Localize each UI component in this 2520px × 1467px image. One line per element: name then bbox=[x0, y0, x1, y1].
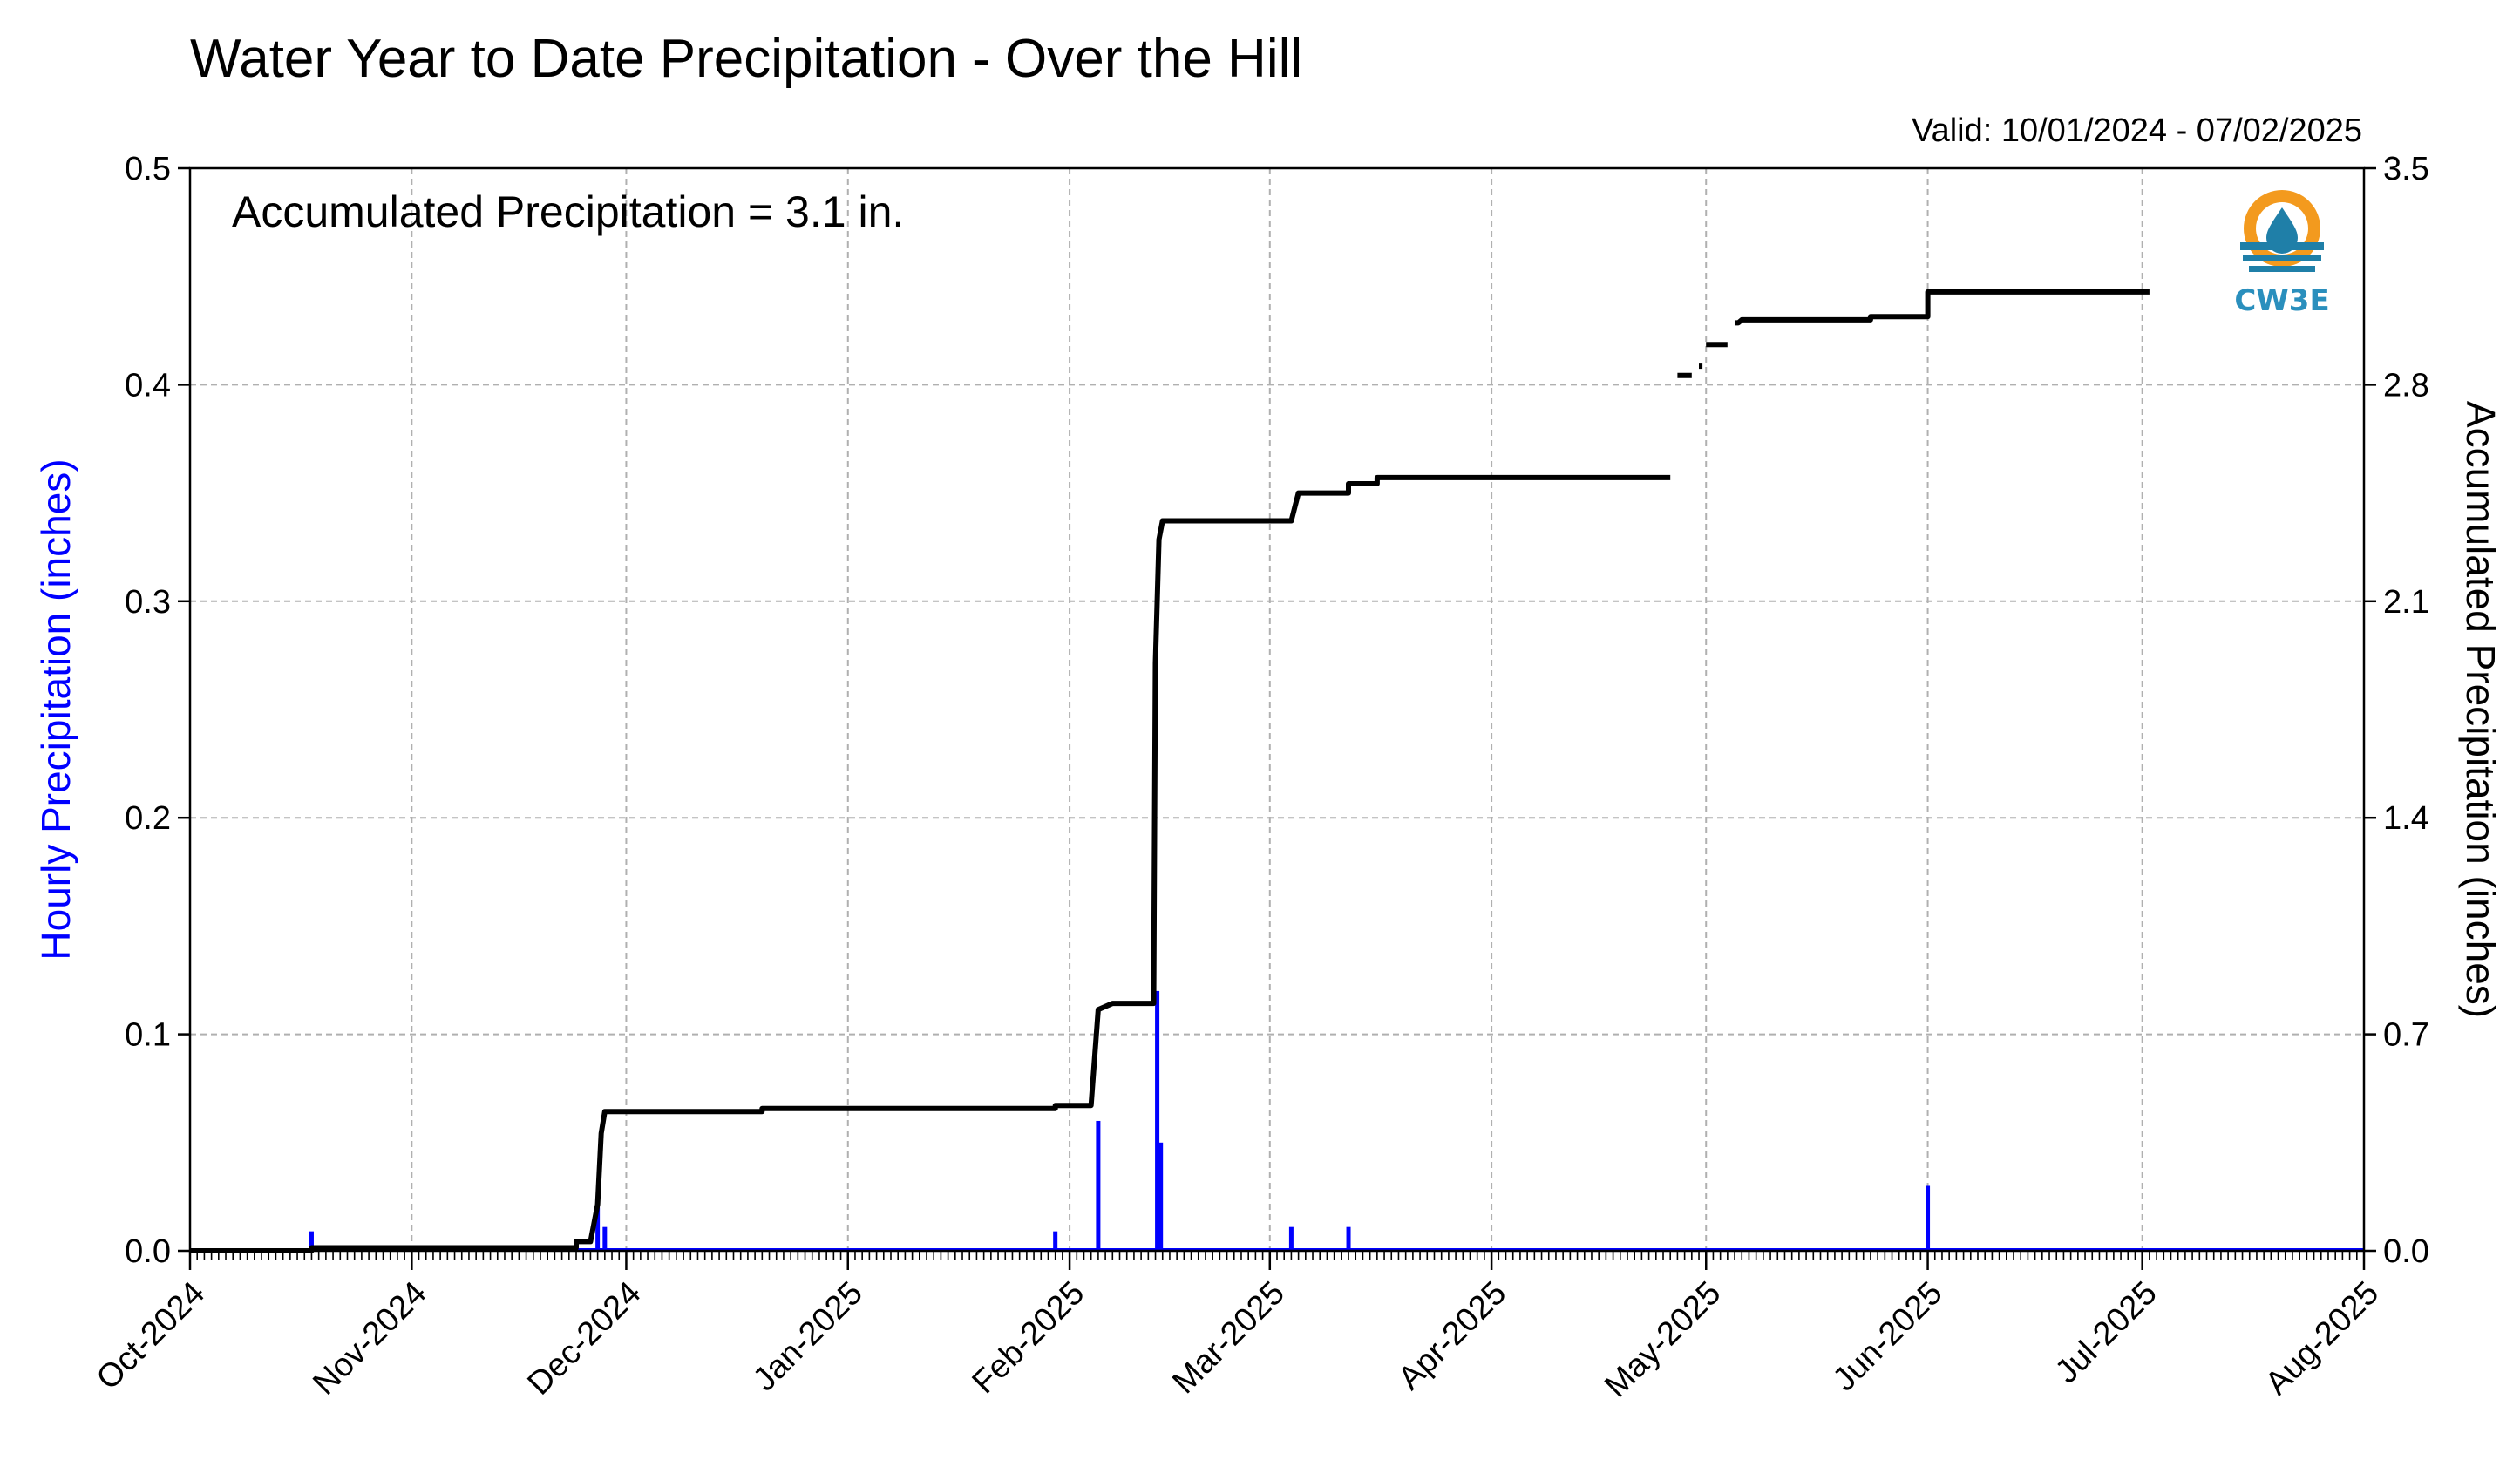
hourly-precipitation-bars bbox=[190, 990, 2364, 1251]
x-tick-label: Nov-2024 bbox=[306, 1274, 433, 1402]
hourly-bar bbox=[602, 1226, 608, 1251]
left-y-tick-label: 0.2 bbox=[125, 800, 171, 837]
x-tick-label: Jul-2025 bbox=[2048, 1274, 2164, 1390]
right-y-tick-label: 0.7 bbox=[2383, 1017, 2429, 1054]
hourly-bar bbox=[309, 1231, 314, 1251]
x-tick-label: Jan-2025 bbox=[746, 1274, 870, 1398]
gridlines bbox=[190, 168, 2364, 1251]
left-y-tick-label: 0.5 bbox=[125, 151, 171, 187]
hourly-bar bbox=[595, 1207, 601, 1251]
left-y-axis: 0.0 0.1 0.2 0.3 0.4 0.5 bbox=[125, 151, 190, 1270]
x-axis-ticks: Oct-2024 Nov-2024 Dec-2024 Jan-2025 Feb-2025… bbox=[90, 1251, 2386, 1405]
water-drop-icon bbox=[2266, 207, 2298, 254]
hourly-bar bbox=[1346, 1226, 1351, 1251]
chart-title: Water Year to Date Precipitation - Over … bbox=[190, 29, 1302, 89]
plot-frame bbox=[188, 166, 2366, 1253]
x-tick-label: Aug-2025 bbox=[2258, 1274, 2386, 1402]
cw3e-logo: CW3E bbox=[2234, 190, 2330, 318]
accumulated-line-segment bbox=[1735, 289, 2150, 326]
left-y-tick-label: 0.0 bbox=[125, 1233, 171, 1270]
hourly-bar bbox=[1053, 1231, 1058, 1251]
x-tick-label: Apr-2025 bbox=[1391, 1274, 1513, 1396]
x-tick-label: May-2025 bbox=[1598, 1274, 1728, 1404]
accumulated-precipitation-line bbox=[190, 289, 2150, 1253]
right-y-tick-label: 2.1 bbox=[2383, 584, 2429, 621]
left-axis-title: Hourly Precipitation (inches) bbox=[33, 458, 78, 960]
hourly-bar bbox=[1926, 1185, 1931, 1251]
left-y-tick-label: 0.4 bbox=[125, 367, 171, 404]
x-tick-label: Jun-2025 bbox=[1826, 1274, 1950, 1398]
right-axis-title: Accumulated Precipitation (inches) bbox=[2458, 401, 2503, 1018]
right-y-tick-label: 1.4 bbox=[2383, 800, 2429, 837]
left-y-tick-label: 0.1 bbox=[125, 1017, 171, 1054]
x-tick-label: Mar-2025 bbox=[1165, 1274, 1292, 1401]
logo-text: CW3E bbox=[2234, 283, 2329, 318]
x-tick-label: Oct-2024 bbox=[90, 1274, 212, 1396]
right-y-axis: 0.0 0.7 1.4 2.1 2.8 3.5 bbox=[2364, 151, 2429, 1270]
hourly-bar bbox=[1158, 1142, 1164, 1251]
accumulated-line-segment bbox=[190, 474, 1671, 1253]
valid-date-range: Valid: 10/01/2024 - 07/02/2025 bbox=[1912, 112, 2362, 149]
right-y-tick-label: 2.8 bbox=[2383, 367, 2429, 404]
hourly-bar bbox=[1288, 1226, 1294, 1251]
x-tick-label: Feb-2025 bbox=[966, 1274, 1092, 1401]
left-y-tick-label: 0.3 bbox=[125, 584, 171, 621]
hourly-bar bbox=[1096, 1120, 1101, 1251]
right-y-tick-label: 0.0 bbox=[2383, 1233, 2429, 1270]
right-y-tick-label: 3.5 bbox=[2383, 151, 2429, 187]
x-tick-label: Dec-2024 bbox=[520, 1274, 648, 1402]
accumulated-total-annotation: Accumulated Precipitation = 3.1 in. bbox=[232, 187, 904, 236]
hourly-bar bbox=[1155, 990, 1160, 1251]
